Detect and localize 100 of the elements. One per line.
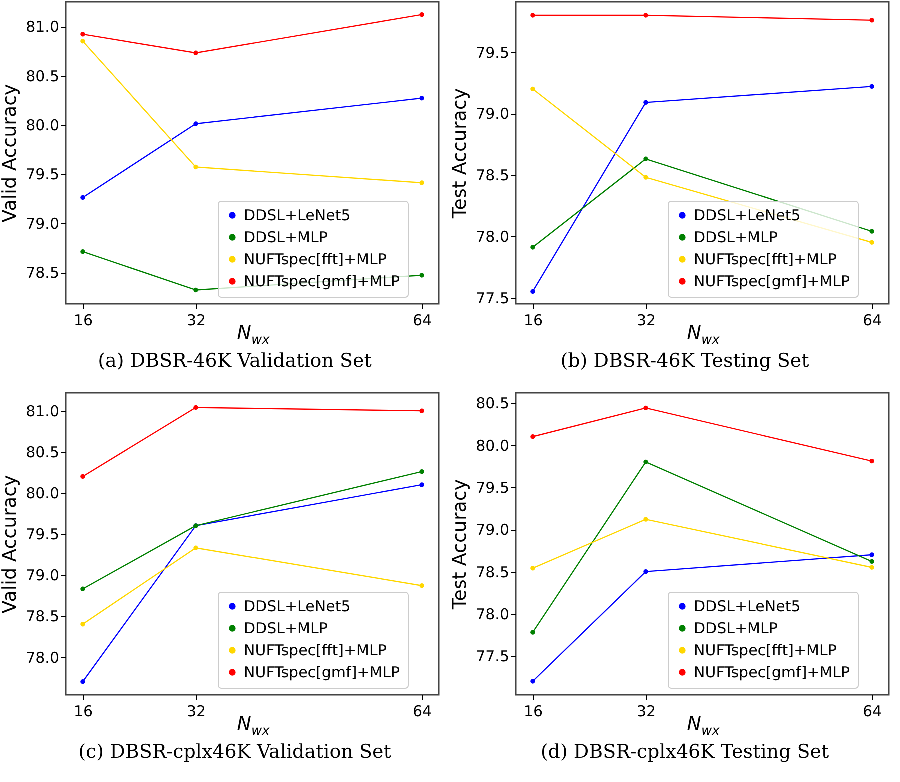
legend-label: DDSL+MLP: [244, 228, 328, 246]
legend-label: DDSL+MLP: [694, 228, 778, 246]
text: (b) DBSR-46K Testing Set: [560, 350, 810, 372]
x-tick-label: 16: [524, 702, 543, 720]
x-tick-label: 64: [413, 702, 432, 720]
legend-label: DDSL+LeNet5: [694, 598, 801, 616]
y-tick-label: 79.5: [26, 526, 60, 544]
y-tick-label: 79.5: [26, 166, 60, 184]
x-tick-label: 16: [524, 312, 543, 330]
x-axis-title: N$_{wx}$: [687, 322, 720, 348]
y-tick-label: 79.5: [476, 478, 510, 497]
x-axis-title: N$_{wx}$: [237, 713, 270, 739]
point: [530, 245, 536, 250]
point: [870, 559, 874, 564]
point: [420, 96, 424, 101]
y-tick-label: 77.5: [476, 289, 510, 308]
legend-label: DDSL+MLP: [244, 620, 328, 638]
y-tick-label: 79.0: [26, 566, 60, 585]
point: [194, 50, 198, 56]
x-tick-label: 32: [636, 702, 656, 720]
point: [194, 164, 198, 170]
x-tick-label: 64: [863, 702, 882, 720]
point: [530, 13, 536, 18]
y-tick-label: 80.5: [476, 394, 510, 413]
text: (a) DBSR-46K Validation Set: [97, 350, 373, 372]
text: (d) DBSR-cplx46K Testing Set: [540, 741, 830, 763]
y-tick-label: 80.0: [476, 436, 510, 455]
y-axis-title: Test Accuracy: [449, 88, 472, 220]
legend-label: NUFTspec[gmf]+MLP: [244, 664, 400, 682]
y-tick-label: 81.0: [26, 402, 60, 421]
point: [420, 180, 424, 186]
y-tick-label: 79.0: [476, 105, 510, 124]
y-tick-label: 78.0: [26, 648, 60, 667]
y-tick-label: 78.5: [476, 563, 510, 582]
point: [80, 622, 86, 627]
text: (c) DBSR-cplx46K Validation Set: [78, 741, 392, 763]
point: [530, 289, 536, 294]
y-tick-label: 77.5: [476, 648, 510, 666]
legend-label: NUFTspec[gmf]+MLP: [694, 664, 850, 682]
point: [530, 679, 536, 684]
point: [80, 586, 86, 592]
legend-label: NUFTspec[fft]+MLP: [694, 250, 837, 268]
legend-label: NUFTspec[gmf]+MLP: [694, 272, 850, 290]
y-tick-label: 80.5: [26, 67, 60, 86]
point: [80, 32, 86, 37]
y-tick-label: 79.5: [476, 44, 510, 62]
point: [420, 584, 424, 588]
y-tick-label: 78.0: [476, 606, 510, 624]
point: [420, 408, 424, 414]
y-tick-label: 78.0: [476, 228, 510, 246]
legend-label: DDSL+MLP: [694, 620, 778, 638]
y-axis-title: Valid Accuracy: [0, 475, 22, 614]
point: [194, 288, 198, 293]
legend-label: NUFTspec[fft]+MLP: [694, 642, 837, 660]
x-axis-title: N$_{wx}$: [237, 322, 270, 348]
y-axis-title: Valid Accuracy: [0, 84, 22, 223]
x-tick-label: 16: [74, 702, 93, 720]
x-tick-label: 64: [413, 312, 432, 330]
point: [194, 546, 198, 550]
point: [870, 84, 874, 90]
y-tick-label: 78.5: [26, 608, 60, 626]
legend-label: NUFTspec[gmf]+MLP: [244, 272, 400, 290]
point: [194, 405, 198, 410]
point: [870, 458, 874, 464]
y-tick-label: 80.5: [26, 444, 60, 462]
y-tick-label: 80.0: [26, 116, 60, 134]
point: [644, 460, 648, 465]
legend-label: DDSL+LeNet5: [244, 206, 351, 224]
point: [644, 406, 648, 411]
point: [80, 250, 86, 254]
point: [870, 18, 874, 23]
point: [530, 566, 536, 571]
point: [420, 469, 424, 474]
legend-label: NUFTspec[fft]+MLP: [244, 250, 387, 268]
point: [420, 273, 424, 278]
point: [80, 680, 86, 684]
y-tick-label: 81.0: [26, 18, 60, 36]
point: [420, 12, 424, 18]
y-tick-label: 79.0: [26, 214, 60, 233]
legend-label: DDSL+LeNet5: [694, 206, 801, 224]
point: [530, 86, 536, 92]
point: [870, 240, 874, 245]
legend-label: NUFTspec[fft]+MLP: [244, 642, 387, 660]
point: [420, 482, 424, 488]
point: [644, 156, 648, 162]
x-tick-label: 32: [186, 702, 206, 720]
point: [870, 229, 874, 234]
point: [644, 175, 648, 180]
x-tick-label: 16: [74, 312, 93, 330]
point: [644, 517, 648, 522]
point: [870, 565, 874, 570]
point: [80, 39, 86, 44]
point: [530, 434, 536, 440]
x-tick-label: 32: [186, 312, 206, 330]
y-axis-title: Test Accuracy: [449, 479, 472, 611]
point: [194, 122, 198, 126]
point: [530, 630, 536, 635]
point: [644, 570, 648, 574]
y-tick-label: 78.5: [26, 264, 60, 282]
legend-label: DDSL+LeNet5: [244, 598, 351, 616]
